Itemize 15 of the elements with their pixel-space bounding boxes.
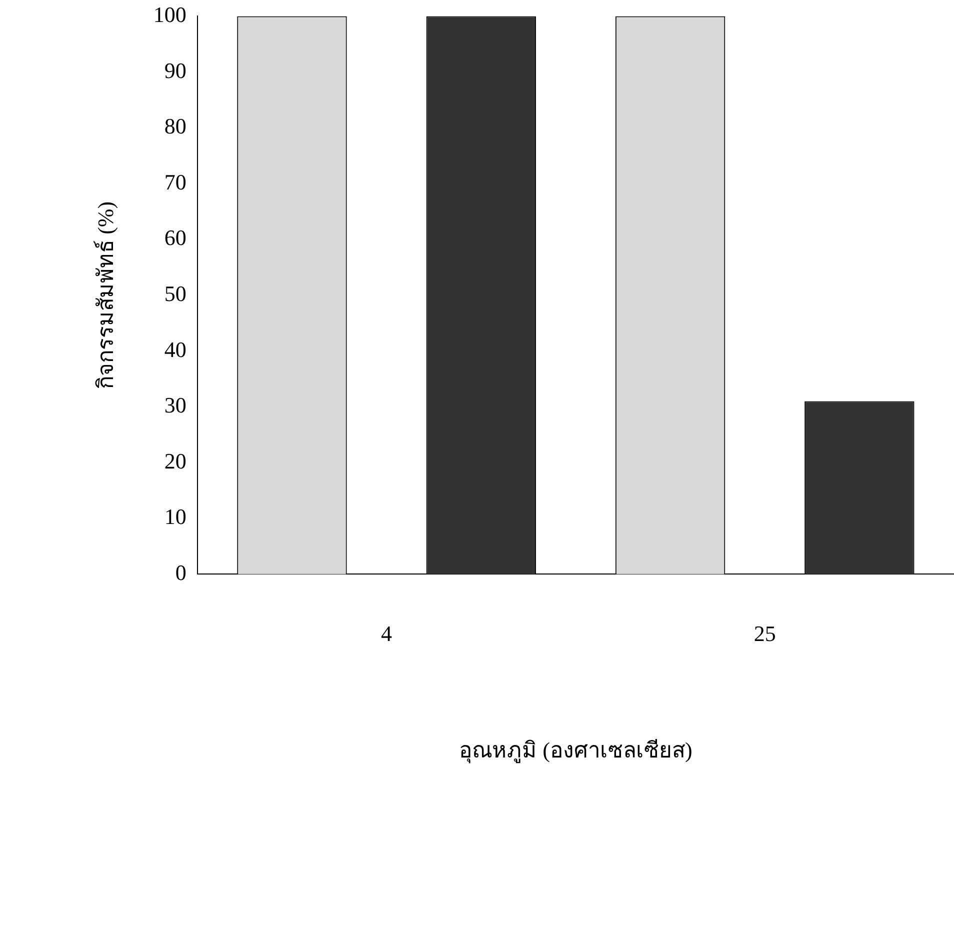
y-axis-title: กิจกรรมสัมพัทธ์ (%) [92, 201, 118, 389]
x-axis-title: อุณหภูมิ (องศาเซลเซียส) [459, 738, 692, 764]
y-tick-label: 50 [164, 280, 186, 306]
y-tick-label: 0 [175, 560, 186, 585]
y-tick-label: 70 [164, 169, 186, 194]
y-tick-label: 90 [164, 58, 186, 83]
x-tick-label: 4 [381, 621, 392, 646]
y-tick-label: 20 [164, 448, 186, 474]
y-tick-label: 60 [164, 225, 186, 250]
x-tick-label: 25 [754, 621, 776, 646]
y-tick-label: 30 [164, 392, 186, 418]
y-tick-label: 100 [153, 2, 186, 27]
y-tick-label: 10 [164, 504, 186, 530]
y-tick-label: 40 [164, 336, 186, 362]
y-tick-label: 80 [164, 114, 186, 139]
